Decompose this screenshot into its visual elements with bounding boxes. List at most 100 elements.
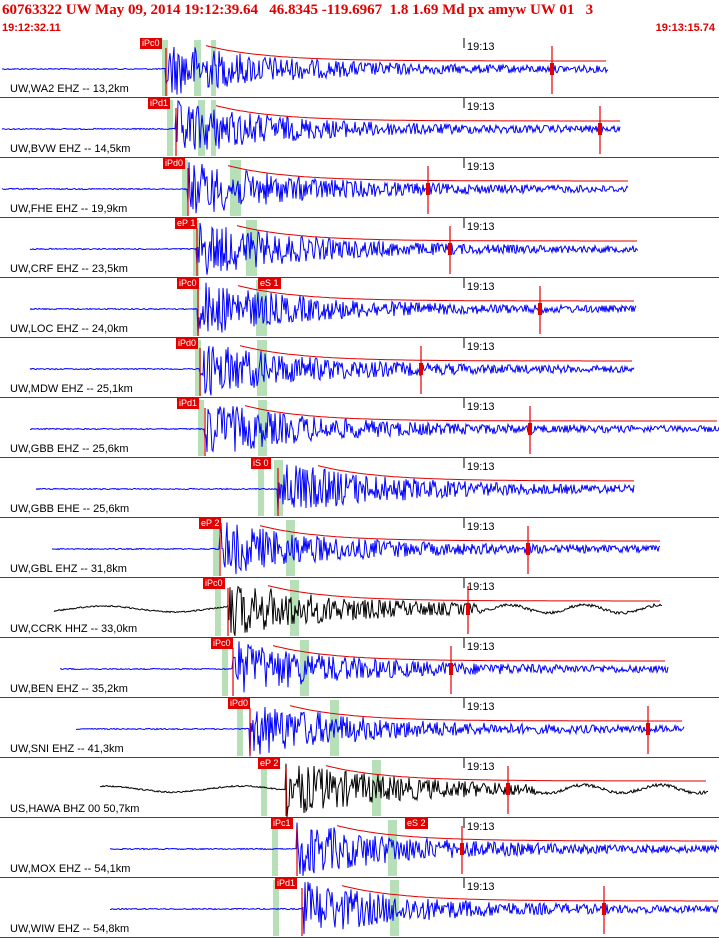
phase-window-band [273,880,279,936]
phase-pick-label[interactable]: iPc0 [140,38,162,49]
coda-end-marker-tab[interactable] [646,723,650,735]
phase-pick-label[interactable]: iS 0 [251,458,271,469]
station-label: UW,GBB EHE -- 25,6km [10,503,130,515]
coda-end-marker-tab[interactable] [602,903,606,915]
coda-end-marker-tab[interactable] [466,603,470,615]
phase-window-band [294,580,299,636]
phase-pick-label[interactable]: iPd1 [177,398,200,409]
phase-window-band [256,280,263,336]
station-label: UW,FHE EHZ -- 19,9km [10,203,128,215]
phase-window-band [258,460,264,516]
secondary-pick-label[interactable]: eS 1 [258,278,281,289]
coda-decay-curve [237,285,634,302]
waveform-trace [29,222,639,275]
time-tick-label: 19:13 [467,281,495,293]
trace-panel: 19:13 UW,BVW EHZ -- 14,5km iPd1 [0,98,719,158]
phase-window-band [388,820,395,876]
time-tick-label: 19:13 [467,641,495,653]
trace-panel: 19:13 UW,CRF EHZ -- 23,5km eP 1 [0,218,719,278]
phase-pick-label[interactable]: iPc0 [203,578,225,589]
phase-window-band [262,400,267,456]
coda-decay-curve [325,765,706,782]
phase-pick-label[interactable]: iPd0 [228,698,251,709]
phase-window-band [261,760,267,816]
phase-window-band [222,640,228,696]
coda-decay-curve [336,825,717,842]
station-label: UW,MOX EHZ -- 54,1km [10,863,131,875]
coda-decay-curve [215,105,620,122]
secondary-pick-label[interactable]: eS 2 [405,818,428,829]
time-tick-label: 19:13 [467,521,495,533]
station-label: UW,MDW EHZ -- 25,1km [10,383,133,395]
seismogram-plot: 19:13 UW,WA2 EHZ -- 13,2km iPc0 19:13 UW,BVW… [0,38,719,938]
waveform-trace [51,522,661,575]
coda-decay-curve [267,585,660,602]
coda-end-marker-tab[interactable] [460,843,464,855]
coda-end-marker-tab[interactable] [449,663,453,675]
waveform-trace [59,641,669,693]
coda-end-marker-tab[interactable] [526,543,530,555]
waveform-trace [1,46,609,95]
phase-window-band [272,820,278,876]
waveform-trace [29,406,719,453]
phase-window-band [334,700,339,756]
station-label: UW,CCRK HHZ -- 33,0km [10,623,138,635]
station-label: UW,CRF EHZ -- 23,5km [10,263,128,275]
phase-pick-label[interactable]: eP 1 [175,218,198,229]
waveform-trace [1,100,621,150]
time-tick-label: 19:13 [467,461,495,473]
phase-pick-label[interactable]: iPd0 [163,158,186,169]
coda-end-marker-tab[interactable] [528,423,532,435]
header: 60763322 UW May 09, 2014 19:12:39.64 46.… [0,0,719,38]
coda-end-marker-tab[interactable] [538,303,542,315]
trace-panel: 19:13 UW,FHE EHZ -- 19,9km iPd0 [0,158,719,218]
phase-pick-label[interactable]: eP 2 [199,518,222,529]
coda-end-marker-tab[interactable] [426,183,430,195]
coda-decay-curve [239,345,632,362]
phase-pick-label[interactable]: iPc0 [211,638,233,649]
waveform-trace [76,706,685,757]
trace-panel: 19:13 UW,LOC EHZ -- 24,0km iPc0 eS 1 [0,278,719,338]
time-tick-label: 19:13 [467,701,495,713]
end-time-label: 19:13:15.74 [655,22,715,34]
coda-end-marker-tab[interactable] [419,363,423,375]
waveform-trace [53,585,663,636]
station-label: UW,BEN EHZ -- 35,2km [10,683,128,695]
phase-window-band [198,100,205,156]
trace-panel: 19:13 UW,MOX EHZ -- 54,1km iPc1 eS 2 [0,818,719,878]
station-label: UW,GBB EHZ -- 25,6km [10,443,129,455]
coda-end-marker-tab[interactable] [550,63,554,75]
coda-end-marker-tab[interactable] [506,783,510,795]
phase-window-band [257,340,264,396]
phase-pick-label[interactable]: iPc0 [177,278,199,289]
coda-decay-curve [236,225,637,242]
trace-panel: 19:13 UW,MDW EHZ -- 25,1km iPd0 [0,338,719,398]
coda-end-marker-tab[interactable] [598,123,602,135]
coda-end-marker-tab[interactable] [448,243,452,255]
phase-window-band [211,40,216,96]
phase-window-band [195,340,201,396]
phase-window-band [213,520,219,576]
station-label: UW,WA2 EHZ -- 13,2km [10,83,129,95]
coda-decay-curve [341,885,718,902]
trace-panel: 19:13 UW,SNI EHZ -- 41,3km iPd0 [0,698,719,758]
waveform-trace [109,881,719,935]
phase-pick-label[interactable]: iPd1 [148,98,171,109]
time-tick-label: 19:13 [467,881,495,893]
trace-panel: 19:13 UW,GBL EHZ -- 31,8km eP 2 [0,518,719,578]
waveform-trace [35,464,635,512]
waveform-canvas [0,38,719,938]
coda-decay-curve [272,645,665,662]
phase-window-band [198,400,204,456]
event-title: 60763322 UW May 09, 2014 19:12:39.64 46.… [2,2,594,18]
phase-pick-label[interactable]: iPc1 [271,818,293,829]
time-tick-label: 19:13 [467,221,495,233]
phase-pick-label[interactable]: iPd1 [275,878,298,889]
phase-pick-label[interactable]: iPd0 [176,338,199,349]
waveform-trace [110,822,719,876]
phase-pick-label[interactable]: eP 2 [258,758,281,769]
coda-decay-curve [289,705,682,722]
trace-panel: 19:13 UW,GBB EHZ -- 25,6km iPd1 [0,398,719,458]
phase-window-band [394,880,399,936]
coda-decay-curve [205,45,606,62]
